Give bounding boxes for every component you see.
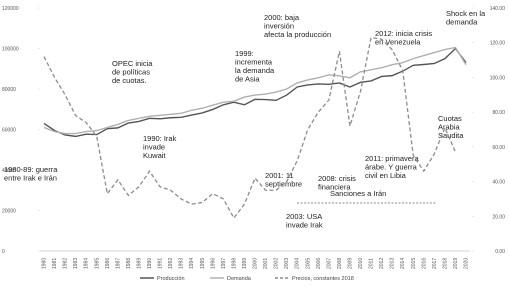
x-tick-label: 1986 <box>105 258 111 269</box>
legend-label: Producción <box>157 276 185 282</box>
x-tick-label: 2017 <box>432 258 438 269</box>
y2-tick-label: 0.00 <box>495 249 505 255</box>
x-tick-label: 1985 <box>94 258 100 269</box>
annotation: en Venezuela <box>375 38 421 47</box>
x-tick-label: 2010 <box>358 258 364 269</box>
x-tick-label: 2013 <box>390 258 396 269</box>
y-tick-label: 20000 <box>2 209 16 215</box>
x-tick-label: 1998 <box>231 258 237 269</box>
annotation: entre Irak e Irán <box>4 174 57 183</box>
annotation: Shock en la <box>446 9 486 18</box>
annotation: incrementa <box>235 58 273 67</box>
x-tick-label: 1982 <box>63 258 69 269</box>
x-tick-label: 2001 <box>263 258 269 269</box>
x-tick-label: 2011 <box>369 258 375 269</box>
annotation: la demanda <box>235 66 275 75</box>
x-tick-label: 1992 <box>168 258 174 269</box>
y2-tick-label: 20.00 <box>492 214 505 220</box>
x-tick-label: 2009 <box>347 258 353 269</box>
y2-tick-label: 40.00 <box>492 180 505 186</box>
annotation: de políticas <box>112 68 150 77</box>
annotation: Sanciones a Irán <box>330 189 386 198</box>
legend-label: Precios, constantes 2018 <box>292 276 354 282</box>
annotation: Kuwait <box>143 151 166 160</box>
x-tick-label: 1980 <box>42 258 48 269</box>
annotation: 2003: USA <box>286 212 322 221</box>
x-tick-label: 2019 <box>453 258 459 269</box>
x-tick-label: 2000 <box>253 258 259 269</box>
x-tick-label: 2018 <box>442 258 448 269</box>
annotation: de Asia <box>235 75 260 84</box>
annotation: 1980-89: guerra <box>4 165 58 174</box>
series-line <box>43 47 467 138</box>
x-tick-label: 1999 <box>242 258 248 269</box>
annotation: Arabia <box>438 123 461 132</box>
x-tick-label: 2020 <box>464 258 470 269</box>
x-tick-label: 1987 <box>115 258 121 269</box>
series-line <box>43 36 457 220</box>
y2-tick-label: 100.00 <box>490 75 506 81</box>
x-tick-label: 1984 <box>84 258 90 269</box>
x-tick-label: 1996 <box>210 258 216 269</box>
annotation: Saudita <box>438 131 464 140</box>
x-tick-label: 2005 <box>305 258 311 269</box>
x-tick-label: 1988 <box>126 258 132 269</box>
y-tick-label: 80000 <box>2 87 16 93</box>
x-tick-label: 1993 <box>179 258 185 269</box>
x-tick-label: 2008 <box>337 258 343 269</box>
y2-tick-label: 140.00 <box>490 6 506 12</box>
annotation: árabe. Y guerra <box>365 163 418 172</box>
annotation: financiera <box>318 183 351 192</box>
annotation: invade Irak <box>286 221 323 230</box>
x-tick-label: 1995 <box>200 258 206 269</box>
annotation: inversión <box>264 22 294 31</box>
x-tick-label: 2014 <box>400 258 406 269</box>
annotation: Cuotas <box>438 114 462 123</box>
x-tick-label: 1981 <box>52 258 58 269</box>
x-tick-label: 2006 <box>316 258 322 269</box>
annotation: 2001: 11 <box>265 171 294 180</box>
legend-label: Demanda <box>227 276 252 282</box>
annotation: 2000: baja <box>264 13 300 22</box>
x-tick-label: 2016 <box>421 258 427 269</box>
annotation: OPEC inicia <box>112 59 153 68</box>
annotation: afecta la producción <box>264 30 331 39</box>
annotation: invade <box>143 143 165 152</box>
x-tick-label: 2002 <box>274 258 280 269</box>
y2-tick-label: 80.00 <box>492 110 505 116</box>
annotation: 2012: inicia crisis <box>375 29 432 38</box>
x-tick-label: 2012 <box>379 258 385 269</box>
y-tick-label: 120000 <box>2 6 19 12</box>
x-tick-label: 2004 <box>295 258 301 269</box>
y-tick-label: 100000 <box>2 47 19 53</box>
annotation: demanda <box>446 18 478 27</box>
annotation: de cuotas. <box>112 76 147 85</box>
annotation: 2008: crisis <box>318 174 356 183</box>
y-tick-label: 60000 <box>2 128 16 134</box>
x-tick-label: 2003 <box>284 258 290 269</box>
y2-tick-label: 120.00 <box>490 41 506 47</box>
x-tick-label: 2015 <box>411 258 417 269</box>
annotation: civil en Libia <box>365 171 407 180</box>
x-tick-label: 1991 <box>158 258 164 269</box>
annotation: 1990: Irak <box>143 134 177 143</box>
y-tick-label: 40000 <box>2 168 16 174</box>
series-line <box>43 46 467 135</box>
y2-tick-label: 60.00 <box>492 145 505 151</box>
annotation: 1999: <box>235 49 254 58</box>
x-tick-label: 1983 <box>73 258 79 269</box>
x-tick-label: 1997 <box>221 258 227 269</box>
y-tick-label: 0 <box>2 249 5 255</box>
x-tick-label: 1990 <box>147 258 153 269</box>
x-tick-label: 2007 <box>326 258 332 269</box>
x-tick-label: 1989 <box>136 258 142 269</box>
annotation: 2011: primavera <box>365 154 419 163</box>
x-tick-label: 1994 <box>189 258 195 269</box>
